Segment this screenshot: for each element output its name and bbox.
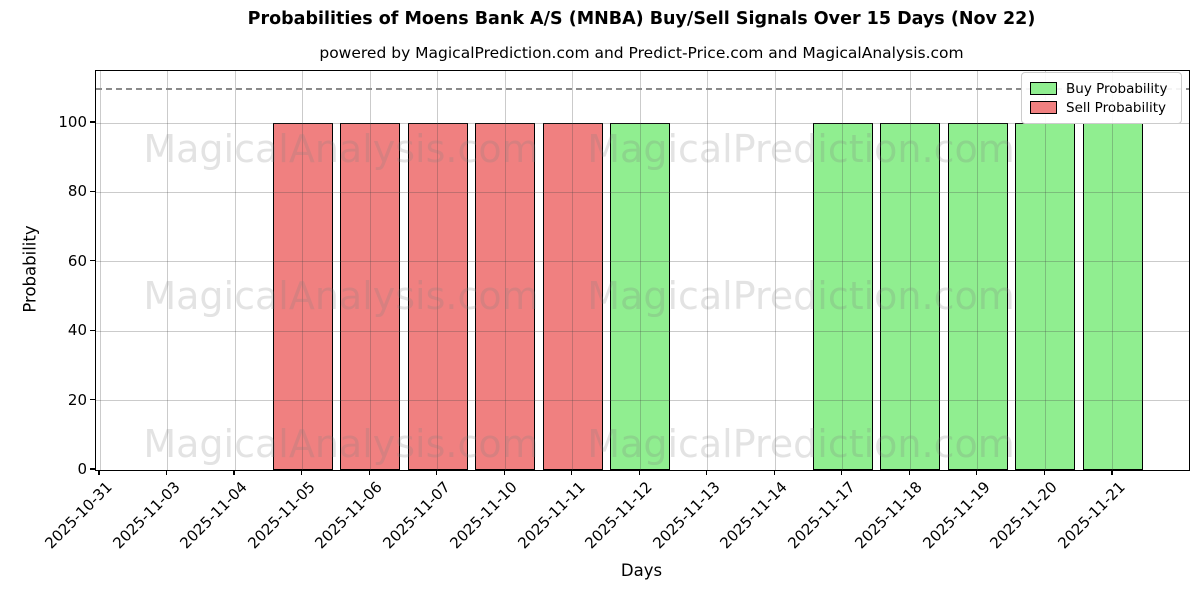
x-tick-mark — [976, 470, 978, 475]
vertical-gridline — [707, 71, 709, 470]
y-tick-mark — [90, 468, 95, 470]
y-tick-label: 0 — [77, 460, 87, 478]
watermark-text: MagicalAnalysis.com — [143, 127, 539, 171]
buy-swatch — [1030, 82, 1057, 95]
y-tick-mark — [90, 329, 95, 331]
x-tick-label: 2025-11-19 — [919, 478, 994, 553]
vertical-gridline — [774, 71, 776, 470]
legend-entry-label: Buy Probability — [1066, 80, 1168, 97]
x-tick-mark — [706, 470, 708, 475]
horizontal-gridline — [96, 122, 1189, 124]
watermark-layer: MagicalAnalysis.com MagicalPrediction.com… — [96, 71, 1189, 470]
y-tick-label: 80 — [67, 182, 87, 201]
x-tick-label: 2025-11-20 — [986, 478, 1062, 553]
horizontal-gridline — [96, 330, 1189, 332]
x-tick-label: 2025-11-10 — [446, 478, 521, 553]
sell-bar — [407, 123, 468, 470]
y-tick-label: 20 — [67, 390, 87, 409]
y-tick-mark — [90, 399, 95, 401]
legend: Buy Probability Sell Probability — [1021, 72, 1182, 124]
buy-bar — [610, 123, 671, 470]
vertical-gridline — [572, 71, 574, 470]
y-tick-mark — [90, 190, 95, 193]
x-tick-label: 2025-11-13 — [649, 478, 724, 553]
y-tick-label: 60 — [67, 251, 87, 270]
x-tick-label: 2025-11-21 — [1054, 478, 1129, 553]
x-tick-mark — [436, 470, 438, 475]
x-tick-mark — [908, 470, 910, 475]
vertical-gridline — [1112, 71, 1114, 470]
x-tick-mark — [98, 470, 100, 475]
horizontal-gridline — [96, 261, 1189, 263]
y-tick-mark — [90, 121, 95, 123]
vertical-gridline — [302, 71, 304, 470]
buy-bar — [812, 123, 873, 470]
buy-bar — [1082, 123, 1143, 470]
vertical-gridline — [977, 71, 979, 470]
x-tick-label: 2025-11-07 — [378, 478, 454, 553]
watermark-text: MagicalPrediction.com — [587, 422, 1015, 466]
vertical-gridline — [639, 71, 641, 470]
x-tick-label: 2025-11-17 — [784, 478, 859, 553]
sell-bar — [340, 123, 401, 470]
x-tick-label: 2025-11-04 — [176, 478, 251, 553]
chart-title: Probabilities of Moens Bank A/S (MNBA) B… — [247, 9, 1036, 29]
x-tick-label: 2025-11-03 — [108, 478, 184, 553]
vertical-gridline — [909, 71, 911, 470]
chart-subtitle: powered by MagicalPrediction.com and Pre… — [319, 44, 964, 62]
y-tick-label: 40 — [67, 321, 87, 340]
buy-bar — [947, 123, 1008, 470]
plot-area: MagicalAnalysis.com MagicalPrediction.com… — [95, 70, 1190, 471]
watermark-text: MagicalPrediction.com — [587, 274, 1015, 318]
x-tick-mark — [571, 470, 573, 475]
y-tick-label: 100 — [58, 113, 87, 132]
sell-swatch — [1030, 101, 1057, 114]
vertical-gridline — [369, 71, 371, 470]
watermark-text: MagicalAnalysis.com — [143, 274, 539, 318]
buy-bar — [880, 123, 941, 470]
x-tick-label: 2025-11-06 — [311, 478, 386, 553]
x-tick-label: 2025-11-05 — [243, 478, 319, 553]
x-tick-label: 2025-11-14 — [716, 478, 792, 553]
x-tick-mark — [368, 470, 370, 475]
watermark-text: MagicalPrediction.com — [587, 127, 1015, 171]
sell-bar — [542, 123, 603, 470]
x-tick-mark — [503, 470, 505, 475]
legend-entry-label: Sell Probability — [1066, 99, 1167, 116]
x-tick-label: 2025-10-31 — [41, 478, 116, 553]
vertical-gridline — [842, 71, 844, 470]
x-tick-mark — [773, 470, 775, 475]
x-tick-mark — [841, 470, 843, 475]
x-tick-mark — [1111, 470, 1113, 475]
vertical-gridline — [437, 71, 439, 470]
vertical-gridline — [99, 71, 101, 470]
y-tick-mark — [90, 260, 95, 262]
vertical-gridline — [167, 71, 169, 470]
vertical-gridline — [1044, 71, 1046, 470]
sell-bar — [475, 123, 536, 470]
horizontal-gridline — [96, 191, 1189, 193]
horizontal-gridline — [96, 400, 1189, 402]
threshold-dashed-line — [96, 88, 1189, 90]
x-tick-mark — [300, 470, 303, 475]
bars-layer — [96, 71, 1189, 470]
legend-entry: Buy Probability — [1030, 79, 1173, 98]
x-tick-mark — [233, 470, 235, 475]
vertical-gridline — [504, 71, 506, 470]
x-tick-mark — [165, 470, 168, 475]
x-tick-mark — [638, 470, 640, 475]
x-tick-mark — [1043, 470, 1045, 475]
x-tick-label: 2025-11-18 — [851, 478, 927, 553]
watermark-text: MagicalAnalysis.com — [143, 422, 539, 466]
sell-bar — [272, 123, 333, 470]
buy-bar — [1015, 123, 1076, 470]
grid-layer — [96, 71, 1189, 470]
x-axis-label: Days — [620, 561, 663, 580]
vertical-gridline — [234, 71, 236, 470]
legend-entry: Sell Probability — [1030, 98, 1173, 117]
x-tick-label: 2025-11-12 — [581, 478, 656, 553]
x-tick-label: 2025-11-11 — [514, 478, 589, 553]
